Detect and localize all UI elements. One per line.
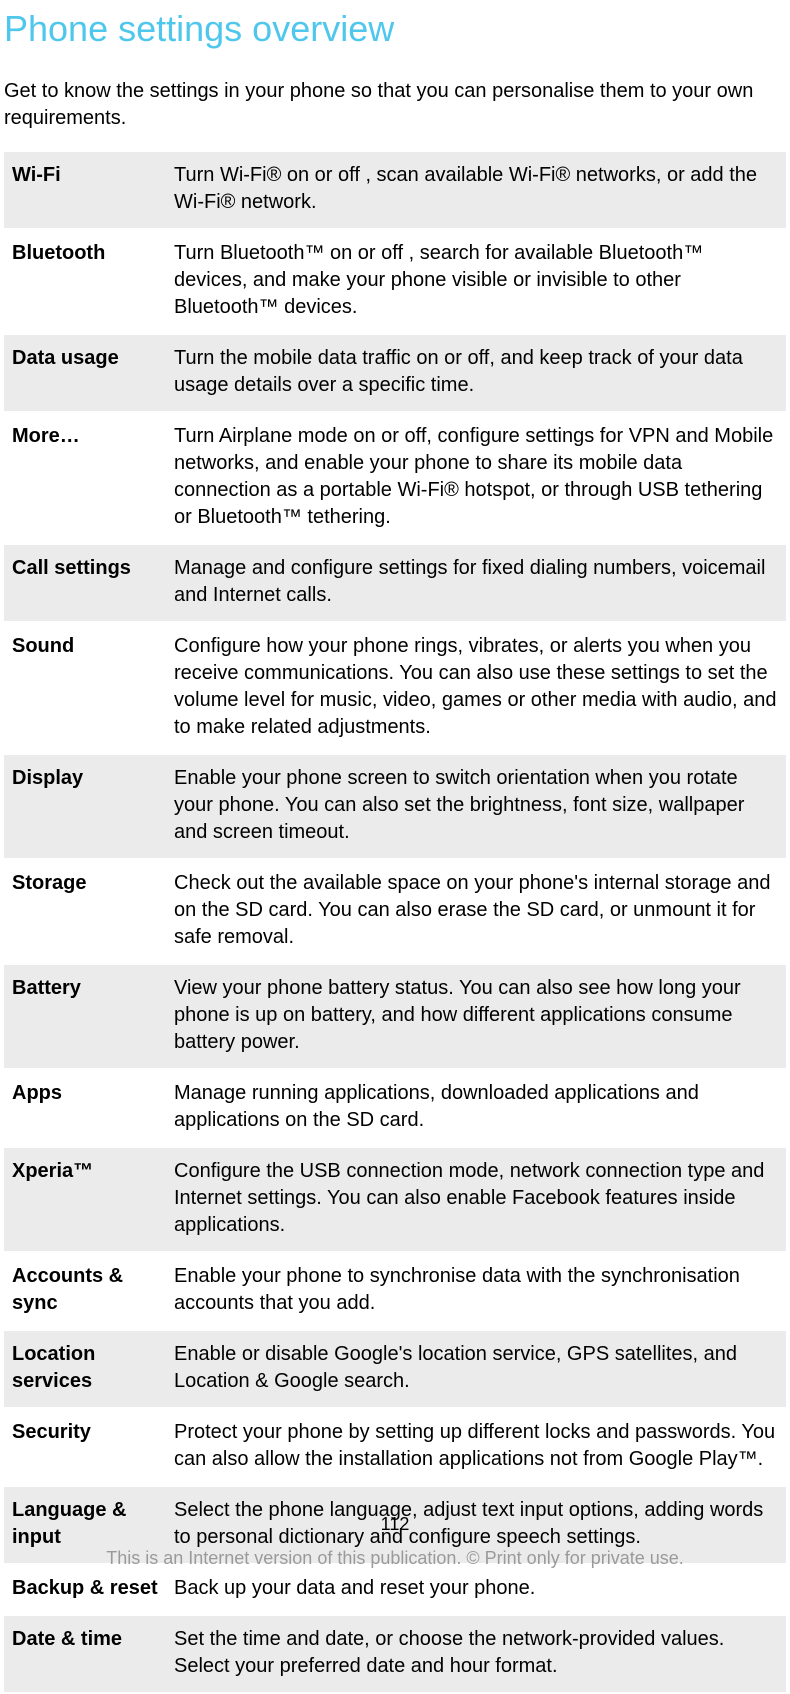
setting-description: Enable your phone screen to switch orien…: [166, 755, 786, 858]
page-container: Phone settings overview Get to know the …: [0, 0, 790, 1694]
settings-table-body: Wi-FiTurn Wi-Fi® on or off , scan availa…: [4, 152, 786, 1692]
setting-description: Manage and configure settings for fixed …: [166, 545, 786, 621]
setting-description: Enable or disable Google's location serv…: [166, 1331, 786, 1407]
setting-name: Bluetooth: [4, 230, 166, 333]
setting-description: Configure how your phone rings, vibrates…: [166, 623, 786, 753]
setting-name: Date & time: [4, 1616, 166, 1692]
table-row: Call settingsManage and configure settin…: [4, 545, 786, 621]
table-row: Data usageTurn the mobile data traffic o…: [4, 335, 786, 411]
setting-description: Turn Wi-Fi® on or off , scan available W…: [166, 152, 786, 228]
setting-name: Security: [4, 1409, 166, 1485]
setting-description: Turn Bluetooth™ on or off , search for a…: [166, 230, 786, 333]
setting-name: Data usage: [4, 335, 166, 411]
setting-description: Enable your phone to synchronise data wi…: [166, 1253, 786, 1329]
setting-name: Battery: [4, 965, 166, 1068]
table-row: SoundConfigure how your phone rings, vib…: [4, 623, 786, 753]
table-row: Accounts & syncEnable your phone to sync…: [4, 1253, 786, 1329]
setting-description: Manage running applications, downloaded …: [166, 1070, 786, 1146]
table-row: Date & timeSet the time and date, or cho…: [4, 1616, 786, 1692]
page-title: Phone settings overview: [4, 0, 786, 66]
setting-description: View your phone battery status. You can …: [166, 965, 786, 1068]
table-row: Wi-FiTurn Wi-Fi® on or off , scan availa…: [4, 152, 786, 228]
setting-name: More…: [4, 413, 166, 543]
table-row: Location servicesEnable or disable Googl…: [4, 1331, 786, 1407]
setting-name: Accounts & sync: [4, 1253, 166, 1329]
setting-name: Call settings: [4, 545, 166, 621]
table-row: DisplayEnable your phone screen to switc…: [4, 755, 786, 858]
settings-table: Wi-FiTurn Wi-Fi® on or off , scan availa…: [4, 150, 786, 1694]
setting-description: Back up your data and reset your phone.: [166, 1565, 786, 1614]
table-row: StorageCheck out the available space on …: [4, 860, 786, 963]
setting-name: Sound: [4, 623, 166, 753]
setting-name: Xperia™: [4, 1148, 166, 1251]
table-row: BatteryView your phone battery status. Y…: [4, 965, 786, 1068]
setting-description: Turn the mobile data traffic on or off, …: [166, 335, 786, 411]
setting-description: Check out the available space on your ph…: [166, 860, 786, 963]
setting-name: Storage: [4, 860, 166, 963]
intro-text: Get to know the settings in your phone s…: [4, 66, 786, 150]
setting-name: Apps: [4, 1070, 166, 1146]
table-row: More…Turn Airplane mode on or off, confi…: [4, 413, 786, 543]
table-row: AppsManage running applications, downloa…: [4, 1070, 786, 1146]
table-row: SecurityProtect your phone by setting up…: [4, 1409, 786, 1485]
footer-text: This is an Internet version of this publ…: [0, 1548, 790, 1569]
setting-name: Location services: [4, 1331, 166, 1407]
setting-description: Configure the USB connection mode, netwo…: [166, 1148, 786, 1251]
table-row: Backup & resetBack up your data and rese…: [4, 1565, 786, 1614]
setting-description: Set the time and date, or choose the net…: [166, 1616, 786, 1692]
setting-name: Display: [4, 755, 166, 858]
setting-description: Protect your phone by setting up differe…: [166, 1409, 786, 1485]
table-row: BluetoothTurn Bluetooth™ on or off , sea…: [4, 230, 786, 333]
table-row: Xperia™Configure the USB connection mode…: [4, 1148, 786, 1251]
setting-name: Wi-Fi: [4, 152, 166, 228]
setting-description: Turn Airplane mode on or off, configure …: [166, 413, 786, 543]
setting-name: Backup & reset: [4, 1565, 166, 1614]
page-number: 112: [0, 1514, 790, 1535]
